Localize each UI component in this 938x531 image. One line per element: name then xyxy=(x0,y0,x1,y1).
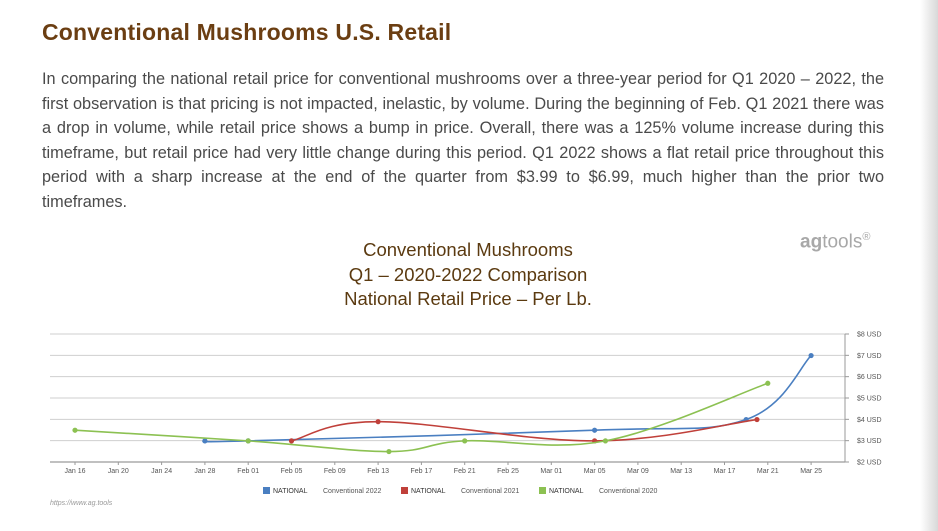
source-url: https://www.ag.tools xyxy=(50,500,113,507)
y-tick-label: $7 USD xyxy=(857,353,882,360)
data-point-conventional-2020 xyxy=(765,380,771,386)
x-tick-label: Feb 05 xyxy=(281,468,303,475)
logo-text-rest: tools xyxy=(822,231,863,253)
y-tick-label: $2 USD xyxy=(857,460,882,467)
y-tick-label: $6 USD xyxy=(857,374,882,381)
legend-swatch-conventional-2020 xyxy=(539,487,546,494)
legend-label-series: Conventional 2020 xyxy=(599,488,657,495)
legend-swatch-conventional-2022 xyxy=(263,487,270,494)
legend-swatch-conventional-2021 xyxy=(401,487,408,494)
x-tick-label: Mar 09 xyxy=(627,468,649,475)
legend-label-prefix: NATIONAL xyxy=(273,488,308,495)
data-point-conventional-2022 xyxy=(592,427,598,433)
registered-mark: ® xyxy=(862,231,871,243)
chart-title-line-2: Q1 – 2020-2022 Comparison xyxy=(348,263,588,285)
x-tick-label: Jan 24 xyxy=(151,468,172,475)
x-tick-label: Mar 13 xyxy=(670,468,692,475)
x-tick-label: Feb 25 xyxy=(497,468,519,475)
data-point-conventional-2022 xyxy=(202,438,208,444)
legend-label-series: Conventional 2022 xyxy=(323,488,381,495)
series-line-conventional-2022 xyxy=(202,354,812,443)
x-tick-label: Jan 28 xyxy=(194,468,215,475)
series-line-conventional-2021 xyxy=(291,418,758,442)
data-point-conventional-2021 xyxy=(375,419,381,425)
legend-label-prefix: NATIONAL xyxy=(411,488,446,495)
legend-label-series: Conventional 2021 xyxy=(461,488,519,495)
data-point-conventional-2020 xyxy=(245,438,251,444)
page-heading: Conventional Mushrooms U.S. Retail xyxy=(42,19,452,45)
x-tick-label: Jan 16 xyxy=(64,468,85,475)
x-tick-label: Feb 09 xyxy=(324,468,346,475)
chart-title-line-3: National Retail Price – Per Lb. xyxy=(344,288,592,309)
agtools-logo: agtools® xyxy=(800,231,870,253)
x-tick-label: Mar 25 xyxy=(800,468,822,475)
data-point-conventional-2020 xyxy=(386,448,392,455)
x-tick-label: Feb 21 xyxy=(454,468,476,475)
x-tick-label: Mar 05 xyxy=(584,468,606,475)
y-tick-label: $8 USD xyxy=(857,332,882,339)
y-tick-label: $4 USD xyxy=(857,417,882,424)
x-tick-label: Mar 21 xyxy=(757,468,779,475)
data-point-conventional-2021 xyxy=(754,416,760,423)
page-edge-shadow xyxy=(920,0,938,531)
series-line-conventional-2020 xyxy=(74,382,769,453)
x-tick-label: Jan 20 xyxy=(108,468,129,475)
chart-title: Conventional Mushrooms Q1 – 2020-2022 Co… xyxy=(268,238,668,312)
x-tick-label: Mar 17 xyxy=(714,468,736,475)
legend-label-prefix: NATIONAL xyxy=(549,488,584,495)
y-tick-label: $5 USD xyxy=(857,396,882,403)
data-point-conventional-2020 xyxy=(72,427,78,433)
x-tick-label: Feb 17 xyxy=(411,468,433,475)
body-paragraph: In comparing the national retail price f… xyxy=(42,70,884,211)
x-tick-label: Feb 13 xyxy=(367,468,389,475)
x-tick-label: Feb 01 xyxy=(237,468,259,475)
data-point-conventional-2021 xyxy=(288,438,295,444)
data-point-conventional-2020 xyxy=(602,438,609,444)
data-point-conventional-2022 xyxy=(808,352,814,359)
data-point-conventional-2020 xyxy=(462,438,468,444)
logo-text-bold: ag xyxy=(800,231,823,253)
x-tick-label: Mar 01 xyxy=(540,468,562,475)
y-tick-label: $3 USD xyxy=(857,438,882,445)
chart-title-line-1: Conventional Mushrooms xyxy=(363,239,573,260)
